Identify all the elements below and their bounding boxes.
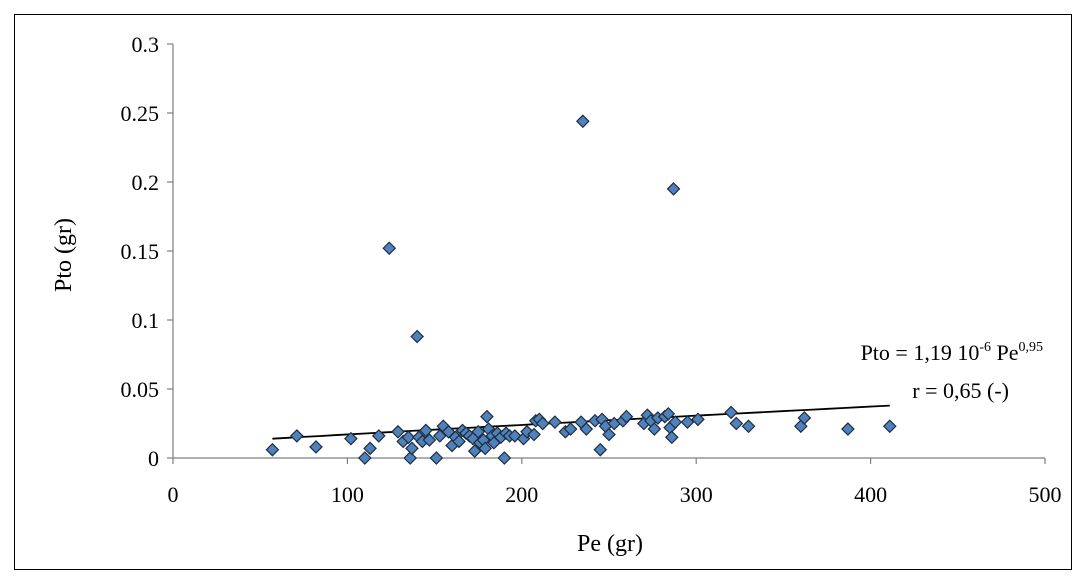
data-point: [841, 422, 855, 436]
data-point: [452, 434, 466, 449]
tick-labels: 0 0.05 0.1 0.15 0.2 0.25 0.3 0 100 200 300 400 500: [121, 32, 1062, 507]
x-tick-label: 100: [331, 482, 364, 507]
data-point: [422, 433, 437, 447]
equation-prefix: Pto = 1,19 10: [861, 340, 980, 365]
data-points: [265, 114, 897, 465]
data-point: [882, 419, 897, 434]
data-point: [602, 427, 616, 442]
data-point: [419, 423, 433, 438]
equation-variable: Pe: [991, 340, 1019, 365]
data-point: [405, 441, 419, 456]
data-point: [724, 405, 738, 420]
x-tick-label: 500: [1029, 482, 1062, 507]
data-point: [647, 422, 662, 436]
y-tick-label: 0.3: [132, 32, 160, 57]
data-point: [691, 412, 705, 427]
data-point: [535, 416, 550, 431]
data-point: [563, 422, 578, 436]
data-point: [309, 440, 323, 454]
equation-exponent-power: 0,95: [1019, 340, 1044, 355]
data-point: [593, 442, 608, 457]
data-point: [579, 422, 594, 436]
y-tick-label: 0: [148, 446, 159, 471]
data-point: [527, 427, 541, 442]
data-point: [391, 424, 405, 439]
correlation-label: r = 0,65 (-): [912, 378, 1009, 403]
scatter-plot: 0 0.05 0.1 0.15 0.2 0.25 0.3 0 100 200 300 400 500 P…: [51, 32, 1062, 557]
y-tick-label: 0.05: [121, 377, 160, 402]
data-point: [575, 114, 590, 129]
y-tick-label: 0.25: [121, 101, 160, 126]
chart-frame: 0 0.05 0.1 0.15 0.2 0.25 0.3 0 100 200 300 400 500 P…: [14, 14, 1072, 570]
data-point: [289, 429, 304, 443]
data-point: [403, 451, 418, 465]
data-point: [729, 416, 744, 431]
trendline-equation: Pto = 1,19 10-6 Pe0,95: [861, 340, 1043, 365]
data-point: [797, 411, 812, 425]
equation-exponent-coef: -6: [979, 340, 991, 355]
data-point: [497, 451, 512, 465]
y-axis-title: Pto (gr): [51, 218, 77, 292]
data-point: [480, 409, 494, 424]
data-point: [429, 451, 444, 465]
axes: [167, 43, 1046, 464]
x-tick-label: 400: [854, 482, 887, 507]
x-tick-label: 200: [505, 482, 538, 507]
y-tick-label: 0.1: [132, 308, 160, 333]
data-point: [401, 430, 416, 445]
y-tick-label: 0.2: [132, 170, 160, 195]
data-point: [410, 329, 425, 344]
data-point: [265, 442, 280, 457]
data-point: [664, 430, 679, 445]
data-point: [666, 182, 681, 196]
data-point: [371, 429, 386, 443]
data-point: [478, 441, 493, 456]
x-axis-title: Pe (gr): [577, 531, 643, 557]
data-point: [548, 415, 562, 429]
data-point: [432, 429, 447, 443]
data-point: [668, 415, 683, 429]
data-point: [363, 441, 377, 456]
data-point: [661, 406, 676, 421]
data-point: [357, 451, 372, 465]
y-tick-label: 0.15: [121, 239, 160, 264]
data-point: [467, 444, 482, 458]
data-point: [680, 415, 695, 429]
data-point: [382, 241, 397, 256]
x-tick-label: 0: [168, 482, 179, 507]
data-point: [741, 419, 756, 434]
data-point: [344, 431, 358, 446]
data-point: [619, 409, 634, 424]
x-tick-label: 300: [680, 482, 713, 507]
